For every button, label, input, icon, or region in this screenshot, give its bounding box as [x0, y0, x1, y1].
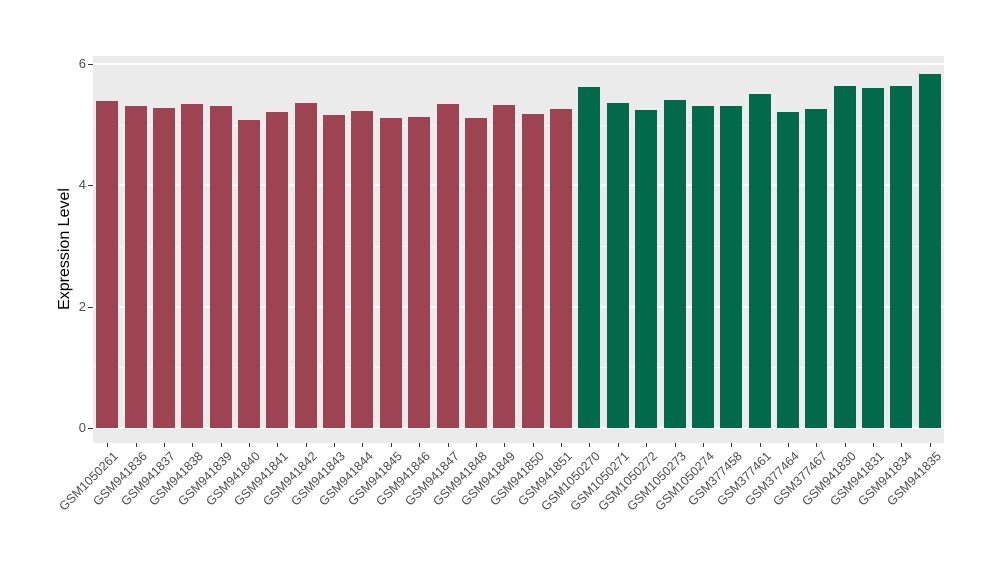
x-tick	[759, 443, 761, 447]
bar	[379, 118, 402, 428]
x-tick	[816, 443, 818, 447]
x-tick	[163, 443, 165, 447]
bar	[521, 114, 544, 428]
bar	[96, 100, 119, 428]
bar	[691, 106, 714, 428]
x-tick	[702, 443, 704, 447]
x-tick	[787, 443, 789, 447]
bar	[323, 114, 346, 428]
bar	[635, 109, 658, 428]
y-tick	[88, 428, 93, 429]
x-tick	[929, 443, 931, 447]
x-tick	[731, 443, 733, 447]
x-tick	[334, 443, 336, 447]
x-tick	[362, 443, 364, 447]
x-tick	[475, 443, 477, 447]
bar	[124, 106, 147, 428]
x-tick	[107, 443, 109, 447]
bar	[464, 118, 487, 428]
y-tick	[88, 63, 93, 65]
x-tick	[305, 443, 307, 447]
y-tick-label: 0	[78, 420, 86, 435]
gridline-major	[93, 305, 944, 308]
bar	[890, 86, 913, 428]
bar	[408, 116, 431, 428]
x-tick	[617, 443, 619, 447]
x-tick	[674, 443, 676, 447]
y-tick	[88, 185, 93, 187]
bar	[805, 108, 828, 428]
x-tick	[646, 443, 648, 447]
bar	[833, 85, 856, 428]
x-tick	[589, 443, 591, 447]
plot-panel	[93, 56, 944, 443]
x-tick	[277, 443, 279, 447]
bar	[209, 106, 232, 428]
bar	[436, 103, 459, 428]
bar	[550, 109, 573, 428]
x-tick	[901, 443, 903, 447]
y-tick-label: 6	[78, 55, 86, 71]
y-tick-label: 4	[78, 177, 86, 193]
gridline-major	[93, 427, 944, 429]
x-tick	[192, 443, 194, 447]
gridline-minor	[93, 245, 944, 247]
x-tick	[844, 443, 846, 447]
y-tick	[88, 306, 93, 308]
gridline-major	[93, 184, 944, 187]
bar	[748, 94, 771, 428]
bar	[663, 99, 686, 428]
gridline-minor	[93, 367, 944, 369]
y-axis-title: Expression Level	[56, 188, 73, 310]
x-tick	[220, 443, 222, 447]
bar	[181, 104, 204, 428]
y-tick-label: 2	[78, 298, 86, 314]
bar	[720, 106, 743, 428]
bar	[152, 107, 175, 428]
bar	[578, 86, 601, 428]
gridline-major	[93, 62, 944, 65]
x-tick	[873, 443, 875, 447]
bar	[493, 105, 516, 428]
bar	[776, 111, 799, 428]
x-tick	[390, 443, 392, 447]
x-tick	[135, 443, 137, 447]
x-tick	[532, 443, 534, 447]
x-tick	[561, 443, 563, 447]
bar	[862, 88, 885, 428]
gridline-minor	[93, 124, 944, 126]
bar	[606, 102, 629, 428]
x-tick	[249, 443, 251, 447]
x-tick	[504, 443, 506, 447]
bar	[351, 110, 374, 428]
bar	[294, 103, 317, 428]
bar	[918, 74, 941, 428]
x-tick	[447, 443, 449, 447]
bar	[238, 119, 261, 428]
bar	[266, 112, 289, 428]
x-tick	[419, 443, 421, 447]
